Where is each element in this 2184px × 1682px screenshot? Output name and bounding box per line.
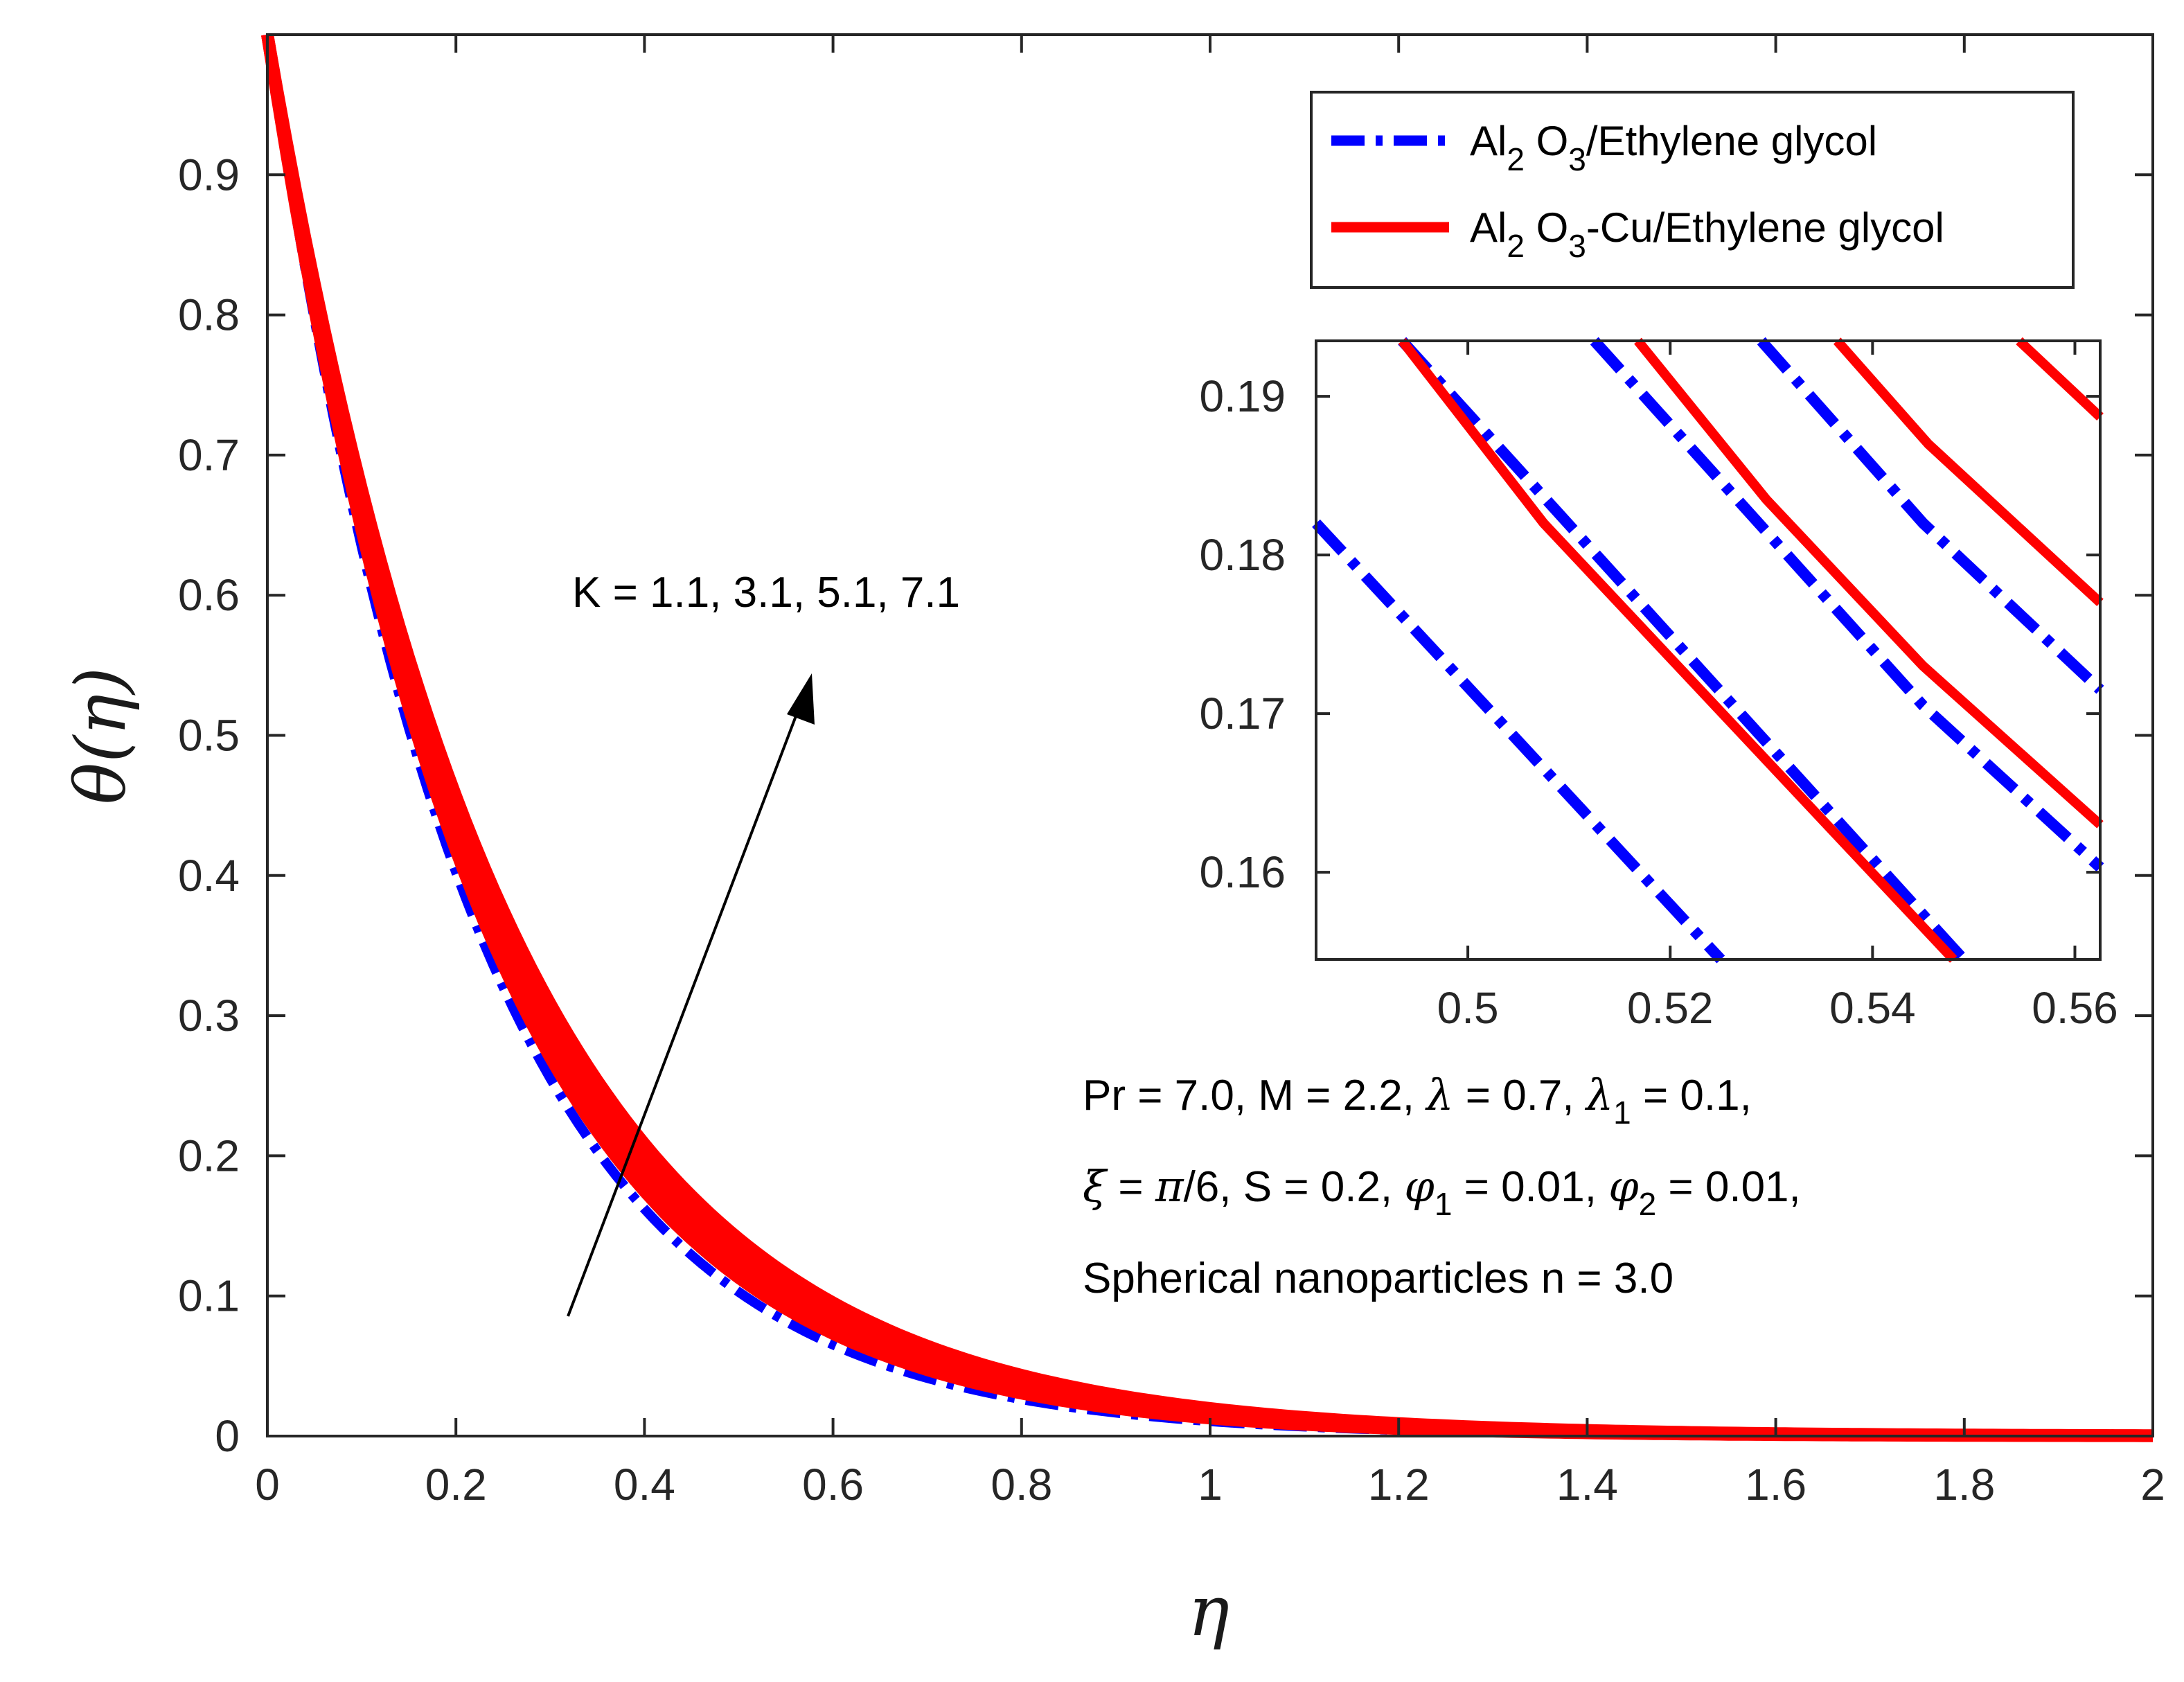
arrow-shaft	[567, 699, 804, 1317]
y-tick-label: 0.8	[178, 290, 240, 340]
x-tick-label: 0.2	[425, 1460, 487, 1510]
y-tick-label: 0.7	[178, 430, 240, 480]
x-tick-label: 0	[255, 1460, 280, 1510]
x-tick-label: 1.8	[1933, 1460, 1995, 1510]
inset-curve-al2o3	[1312, 519, 1725, 964]
inset-y-tick-label: 0.17	[1199, 689, 1286, 738]
y-tick-label: 0.6	[178, 570, 240, 620]
main-ticks: 0 0.2 0.4 0.6 0.8 1 1.2 1.4 1.6 1.8 2 0 0.1 0.2 0.3 0.4…	[178, 35, 2165, 1510]
inset-curve-hybrid	[1398, 337, 1957, 963]
arrow-head	[787, 673, 815, 725]
y-tick-label: 0.3	[178, 991, 240, 1041]
legend-label-hybrid: Al2 O3-Cu/Ethylene glycol	[1470, 204, 1944, 264]
y-axis-label: θ(η)	[60, 667, 141, 804]
x-tick-label: 1.2	[1368, 1460, 1430, 1510]
legend-label-al2o3: Al2 O3/Ethylene glycol	[1470, 118, 1877, 177]
inset-y-tick-label: 0.19	[1199, 371, 1286, 421]
parameters-annotation: Pr = 7.0, M = 2.2, λ = 0.7, λ1 = 0.1, ξ …	[1083, 1070, 1801, 1302]
inset-y-tick-label: 0.16	[1199, 847, 1286, 897]
x-tick-label: 0.8	[991, 1460, 1052, 1510]
params-line-3: Spherical nanoparticles n = 3.0	[1083, 1255, 1673, 1302]
inset-y-tick-label: 0.18	[1199, 530, 1286, 580]
x-tick-label: 1.6	[1745, 1460, 1806, 1510]
inset-ticks: 0.5 0.52 0.54 0.56 0.16 0.17 0.18 0.19	[1199, 341, 2118, 1033]
legend-box	[1310, 91, 2075, 289]
inset-curves	[1312, 337, 2104, 964]
y-tick-label: 0	[215, 1411, 240, 1461]
inset-axes-box	[1315, 339, 2102, 961]
x-tick-label: 1.4	[1556, 1460, 1618, 1510]
inset-curve-al2o3	[1398, 337, 1968, 964]
x-tick-label: 0.6	[802, 1460, 864, 1510]
inset-background	[1316, 341, 2100, 959]
y-tick-label: 0.9	[178, 150, 240, 200]
k-values-annotation: K = 1.1, 3.1, 5.1, 7.1	[572, 569, 960, 617]
inset-curve-hybrid	[1833, 337, 2104, 606]
inset-x-tick-label: 0.5	[1437, 983, 1499, 1033]
inset-x-tick-label: 0.56	[2032, 983, 2118, 1033]
y-tick-label: 0.5	[178, 711, 240, 761]
main-plot: 0 0.2 0.4 0.6 0.8 1 1.2 1.4 1.6 1.8 2 0 0.1 0.2 0.3 0.4…	[60, 33, 2165, 1652]
inset-curve-al2o3	[1590, 337, 2104, 872]
x-tick-label: 1	[1198, 1460, 1223, 1510]
x-axis-label: η	[1188, 1570, 1229, 1652]
inset-x-tick-label: 0.54	[1829, 983, 1916, 1033]
inset-curve-hybrid	[2016, 337, 2104, 421]
x-tick-label: 0.4	[614, 1460, 675, 1510]
inset-x-tick-label: 0.52	[1627, 983, 1714, 1033]
x-tick-label: 2	[2140, 1460, 2165, 1510]
legend: Al2 O3/Ethylene glycol Al2 O3-Cu/Ethylen…	[1310, 91, 2075, 289]
curve-hybrid-k-7-1	[261, 33, 2153, 1442]
inset-plot: 0.5 0.52 0.54 0.56 0.16 0.17 0.18 0.19	[1199, 337, 2118, 1033]
inset-curve-hybrid	[1634, 337, 2104, 829]
legend-item-hybrid: Al2 O3-Cu/Ethylene glycol	[1331, 204, 1944, 264]
legend-item-al2o3: Al2 O3/Ethylene glycol	[1331, 118, 1877, 177]
y-tick-label: 0.2	[178, 1131, 240, 1180]
y-tick-label: 0.4	[178, 851, 240, 901]
y-tick-label: 0.1	[178, 1271, 240, 1321]
inset-curve-al2o3	[1757, 337, 2104, 694]
params-line-2: ξ = π/6, S = 0.2, φ1 = 0.01, φ2 = 0.01,	[1083, 1161, 1801, 1222]
k-increase-arrow	[567, 673, 815, 1317]
params-line-1: Pr = 7.0, M = 2.2, λ = 0.7, λ1 = 0.1,	[1083, 1070, 1752, 1131]
